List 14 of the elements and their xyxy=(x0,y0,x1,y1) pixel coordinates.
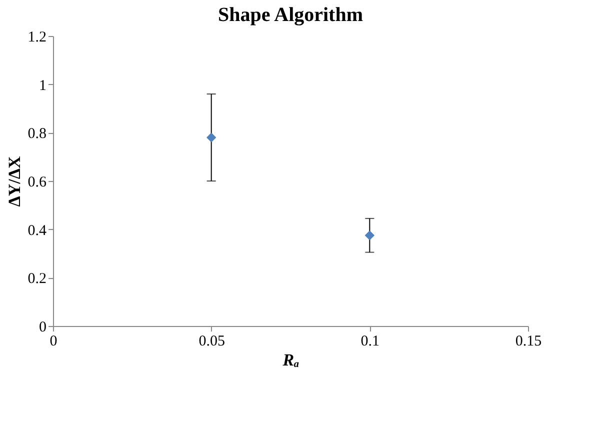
chart-title: Shape Algorithm xyxy=(218,4,364,26)
y-axis-title: ΔY/ΔX xyxy=(4,155,24,207)
x-axis-title: Rₐ xyxy=(282,350,300,370)
y-tick-label: 0.4 xyxy=(28,222,47,239)
y-tick-label: 0.2 xyxy=(28,271,46,288)
y-tick-label: 0 xyxy=(39,320,46,336)
x-tick-label: 0.05 xyxy=(198,334,225,350)
x-tick-label: 0.1 xyxy=(360,334,380,350)
y-tick-label: 0.8 xyxy=(28,126,46,142)
y-tick-label: 1 xyxy=(39,78,46,94)
y-tick-label: 0.6 xyxy=(28,174,47,190)
x-tick-label: 0.15 xyxy=(515,334,542,350)
x-tick-label: 0 xyxy=(50,334,58,350)
y-tick-label: 1.2 xyxy=(28,30,46,46)
